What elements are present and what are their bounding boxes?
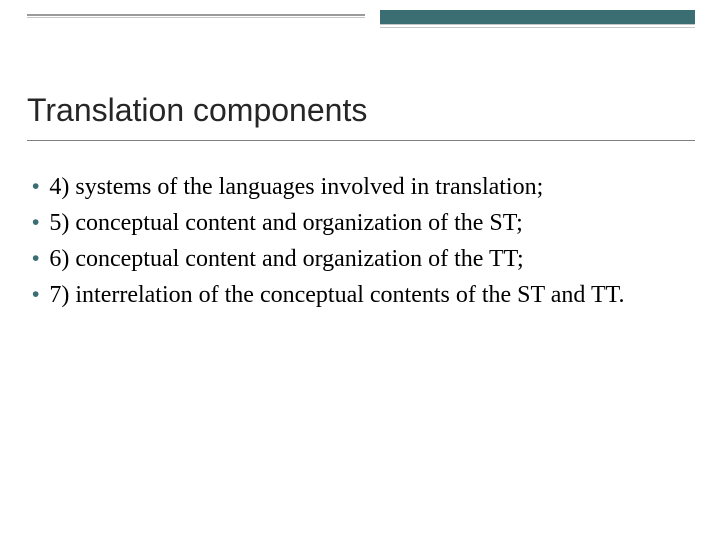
top-rule-right: [380, 24, 695, 28]
top-accent-bar: [380, 10, 695, 24]
bullet-text: 7) interrelation of the conceptual conte…: [49, 278, 624, 312]
bullet-text: 4) systems of the languages involved in …: [49, 170, 543, 204]
bullet-icon: •: [32, 206, 39, 240]
list-item: • 5) conceptual content and organization…: [32, 206, 690, 240]
bullet-text: 5) conceptual content and organization o…: [49, 206, 522, 240]
slide-title: Translation components: [27, 92, 367, 129]
bullet-text: 6) conceptual content and organization o…: [49, 242, 523, 276]
slide: Translation components • 4) systems of t…: [0, 0, 720, 540]
bullet-icon: •: [32, 170, 39, 204]
title-underline: [27, 140, 695, 141]
list-item: • 7) interrelation of the conceptual con…: [32, 278, 690, 312]
list-item: • 6) conceptual content and organization…: [32, 242, 690, 276]
bullet-icon: •: [32, 242, 39, 276]
top-decoration: [0, 0, 720, 30]
bullet-list: • 4) systems of the languages involved i…: [32, 170, 690, 314]
top-rule-left: [27, 14, 365, 18]
bullet-icon: •: [32, 278, 39, 312]
list-item: • 4) systems of the languages involved i…: [32, 170, 690, 204]
